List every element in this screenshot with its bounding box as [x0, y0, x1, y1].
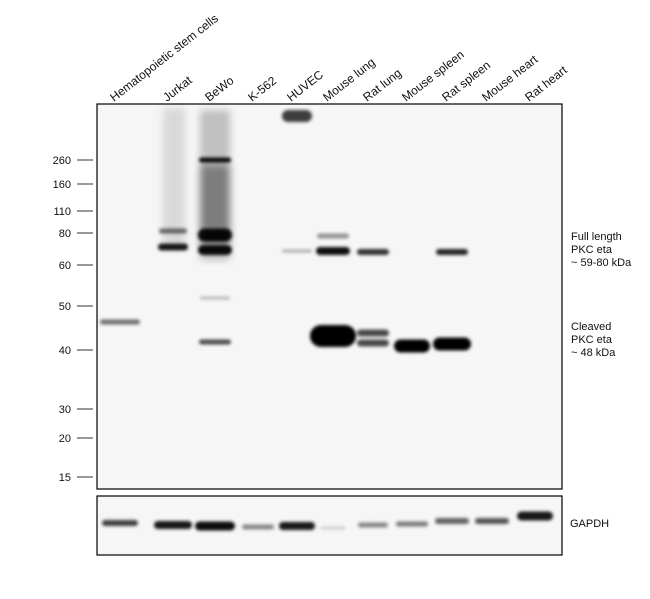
- smears: [163, 108, 230, 260]
- marker-label: 60: [59, 260, 71, 272]
- band: [357, 249, 389, 255]
- lane-label: HUVEC: [284, 67, 326, 104]
- annotation: PKC eta: [571, 244, 613, 256]
- band: [279, 522, 315, 530]
- band: [357, 339, 389, 347]
- band: [436, 249, 468, 255]
- annotation: ~ 59-80 kDa: [571, 257, 632, 269]
- band: [358, 522, 388, 528]
- band: [242, 524, 274, 530]
- annotation: ~ 48 kDa: [571, 347, 616, 359]
- band: [394, 339, 430, 353]
- marker-label: 40: [59, 345, 71, 357]
- band: [154, 521, 192, 529]
- band: [357, 329, 389, 337]
- marker-label: 260: [53, 155, 71, 167]
- band: [433, 337, 471, 351]
- loading-control-label: GAPDH: [570, 518, 609, 530]
- marker-label: 30: [59, 404, 71, 416]
- marker-label: 20: [59, 433, 71, 445]
- marker-label: 50: [59, 301, 71, 313]
- band: [102, 520, 138, 526]
- marker-label: 80: [59, 228, 71, 240]
- band: [100, 319, 140, 325]
- band: [320, 526, 346, 530]
- marker-label: 15: [59, 472, 71, 484]
- lane-label: BeWo: [202, 73, 236, 104]
- band: [475, 518, 509, 524]
- marker-label: 160: [53, 179, 71, 191]
- band: [517, 511, 553, 521]
- lane-label: Jurkat: [160, 73, 195, 105]
- band: [282, 110, 312, 122]
- smear: [200, 165, 230, 245]
- smear: [163, 108, 185, 248]
- lane-label: K-562: [245, 73, 279, 104]
- marker-label: 110: [53, 206, 71, 218]
- band: [282, 249, 312, 253]
- band: [396, 521, 428, 527]
- band: [317, 233, 349, 239]
- band: [200, 296, 230, 300]
- annotation: PKC eta: [571, 334, 613, 346]
- band: [195, 521, 235, 531]
- band: [316, 247, 350, 255]
- band: [310, 325, 356, 347]
- band: [435, 518, 469, 524]
- annotation: Cleaved: [571, 321, 611, 333]
- annotation: Full length: [571, 231, 622, 243]
- band: [199, 339, 231, 345]
